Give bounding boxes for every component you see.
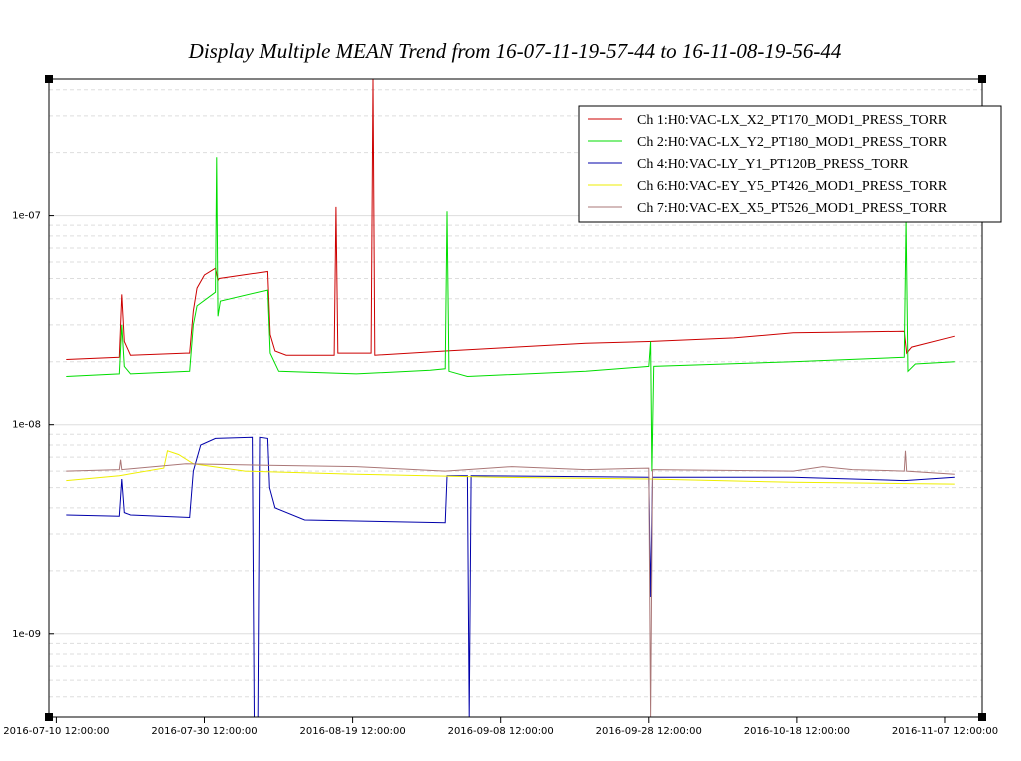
y-tick-label: 1e-08 [12,420,41,431]
legend-box [578,105,1002,223]
legend-entry: Ch 6:H0:VAC-EY_Y5_PT426_MOD1_PRESS_TORR [637,179,948,194]
x-tick-label: 2016-07-10 12:00:00 [3,726,109,737]
chart-title: Display Multiple MEAN Trend from 16-07-1… [188,39,842,63]
legend-entry: Ch 7:H0:VAC-EX_X5_PT526_MOD1_PRESS_TORR [637,201,948,216]
series-line-ch1 [66,78,955,360]
x-tick-label: 2016-08-19 12:00:00 [299,726,405,737]
series-line-ch5 [66,450,955,718]
legend: Ch 1:H0:VAC-LX_X2_PT170_MOD1_PRESS_TORR C… [578,105,1002,223]
x-tick-label: 2016-11-07 12:00:00 [892,726,998,737]
corner-marker-br [978,713,986,721]
corner-marker-bl [45,713,53,721]
series-line-ch3 [66,436,955,718]
corner-marker-tl [45,75,53,83]
x-tick-label: 2016-09-28 12:00:00 [596,726,702,737]
y-tick-label: 1e-09 [12,629,41,640]
legend-entry: Ch 1:H0:VAC-LX_X2_PT170_MOD1_PRESS_TORR [637,113,948,128]
legend-entry: Ch 2:H0:VAC-LX_Y2_PT180_MOD1_PRESS_TORR [637,135,948,150]
y-tick-label: 1e-07 [12,211,41,222]
x-tick-label: 2016-09-08 12:00:00 [448,726,554,737]
series-line-ch4 [66,450,955,485]
series-lines [66,78,955,718]
x-tick-label: 2016-07-30 12:00:00 [151,726,257,737]
series-line-ch2 [66,157,955,472]
axes: 1e-07 1e-08 1e-09 2016-07-10 12:00:00 2016-0… [3,211,998,737]
plot-frame [48,78,983,718]
legend-entry: Ch 4:H0:VAC-LY_Y1_PT120B_PRESS_TORR [637,157,909,172]
corner-marker-tr [978,75,986,83]
x-tick-label: 2016-10-18 12:00:00 [744,726,850,737]
